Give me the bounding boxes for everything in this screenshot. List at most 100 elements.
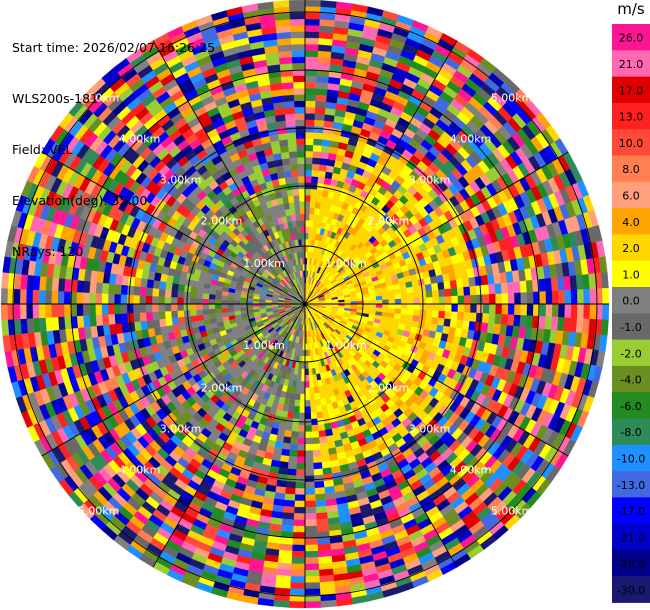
velocity-gate	[297, 437, 306, 445]
velocity-gate	[313, 386, 320, 394]
velocity-gate	[394, 293, 402, 300]
velocity-gate	[519, 315, 528, 328]
velocity-gate	[304, 488, 316, 495]
velocity-gate	[495, 293, 503, 305]
velocity-gate	[38, 317, 47, 332]
velocity-gate	[57, 277, 66, 292]
velocity-gate	[469, 312, 477, 323]
velocity-gate	[165, 317, 173, 327]
velocity-gate	[296, 456, 306, 464]
velocity-gate	[177, 303, 184, 311]
velocity-gate	[304, 500, 316, 508]
velocity-gate	[476, 303, 484, 314]
velocity-gate	[120, 294, 128, 305]
velocity-gate	[313, 474, 324, 483]
velocity-gate	[309, 207, 316, 215]
velocity-gate	[95, 314, 103, 327]
velocity-gate	[310, 188, 318, 196]
velocity-gate	[57, 303, 65, 318]
velocity-gate	[280, 448, 290, 457]
velocity-gate	[299, 406, 306, 414]
velocity-gate	[321, 410, 330, 418]
velocity-gate	[425, 290, 433, 298]
velocity-gate	[309, 399, 316, 407]
velocity-gate	[189, 309, 197, 317]
velocity-gate	[132, 303, 140, 314]
velocity-gate	[304, 544, 319, 552]
velocity-gate	[290, 563, 306, 571]
velocity-gate	[76, 291, 84, 305]
velocity-gate	[191, 320, 199, 329]
velocity-gate	[300, 374, 306, 382]
velocity-gate	[146, 319, 155, 330]
velocity-gate	[64, 316, 72, 330]
velocity-gate	[208, 298, 216, 305]
velocity-gate	[308, 374, 314, 382]
velocity-gate	[426, 297, 433, 305]
velocity-gate	[189, 297, 197, 305]
velocity-gate	[304, 62, 318, 70]
velocity-gate	[304, 213, 310, 221]
velocity-gate	[114, 283, 122, 295]
velocity-gate	[189, 291, 197, 299]
velocity-gate	[406, 286, 414, 294]
velocity-gate	[294, 393, 301, 401]
velocity-gate	[316, 81, 329, 90]
velocity-gate	[317, 423, 326, 432]
velocity-gate	[158, 288, 166, 297]
velocity-gate	[288, 601, 306, 609]
velocity-gate	[322, 132, 333, 141]
velocity-gate	[412, 315, 420, 323]
velocity-gate	[284, 487, 296, 495]
velocity-gate	[570, 303, 578, 319]
velocity-gate	[285, 481, 296, 489]
velocity-gate	[375, 295, 383, 301]
velocity-gate	[296, 462, 306, 470]
velocity-gate	[273, 599, 290, 608]
velocity-gate	[145, 311, 153, 321]
velocity-gate	[290, 430, 299, 439]
velocity-gate	[195, 298, 203, 305]
velocity-gate	[520, 303, 528, 316]
velocity-gate	[394, 303, 402, 310]
velocity-gate	[457, 311, 465, 321]
velocity-gate	[221, 299, 228, 305]
velocity-gate	[488, 283, 496, 295]
velocity-gate	[214, 294, 222, 300]
velocity-gate	[208, 303, 216, 310]
velocity-gate	[501, 293, 509, 305]
velocity-gate	[457, 295, 465, 305]
velocity-gate	[89, 281, 97, 294]
velocity-gate	[177, 290, 185, 298]
velocity-gate	[145, 303, 153, 313]
velocity-gate	[196, 314, 204, 322]
velocity-gate	[152, 311, 160, 321]
velocity-gate	[304, 238, 309, 246]
velocity-gate	[413, 291, 421, 299]
velocity-gate	[301, 368, 306, 376]
velocity-gate	[450, 287, 458, 297]
velocity-gate	[63, 303, 71, 317]
velocity-gate	[413, 309, 421, 317]
velocity-gate	[520, 292, 528, 305]
velocity-gate	[19, 303, 27, 320]
velocity-gate	[304, 362, 309, 370]
velocity-gate	[291, 550, 306, 558]
velocity-gate	[311, 437, 320, 445]
velocity-gate	[322, 467, 333, 476]
velocity-gate	[381, 290, 389, 297]
velocity-gate	[318, 562, 333, 571]
velocity-gate	[304, 431, 313, 439]
velocity-gate	[82, 280, 91, 293]
velocity-gate	[388, 294, 396, 300]
velocity-gate	[281, 442, 291, 451]
velocity-gate	[500, 314, 509, 326]
velocity-gate	[412, 285, 420, 293]
velocity-gate	[304, 425, 312, 432]
velocity-gate	[320, 145, 331, 154]
velocity-gate	[215, 312, 223, 319]
velocity-gate	[310, 412, 318, 420]
velocity-gate	[304, 12, 321, 20]
velocity-gate	[544, 316, 553, 331]
velocity-gate	[317, 549, 332, 558]
